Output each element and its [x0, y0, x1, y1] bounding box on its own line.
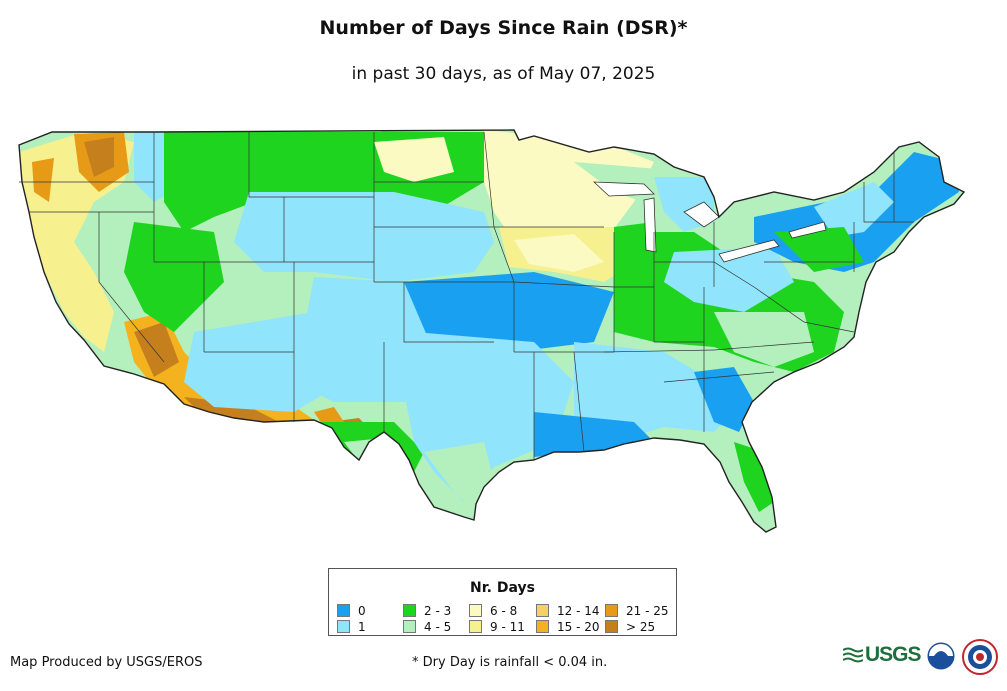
legend-label: 21 - 25	[626, 604, 669, 618]
legend-title: Nr. Days	[470, 580, 535, 596]
legend-item-3: 4 - 5	[403, 620, 451, 634]
legend-label: 4 - 5	[424, 620, 452, 634]
legend-item-8: 21 - 25	[605, 604, 669, 618]
legend-swatch	[403, 604, 416, 617]
legend-label: > 25	[626, 620, 656, 634]
legend-swatch	[469, 604, 482, 617]
legend-label: 0	[358, 604, 366, 618]
legend-label: 6 - 8	[490, 604, 518, 618]
legend-item-0: 0	[337, 604, 366, 618]
credit-text: Map Produced by USGS/EROS	[10, 655, 203, 670]
legend-swatch	[337, 620, 350, 633]
legend-item-5: 9 - 11	[469, 620, 525, 634]
nws-emblem-icon	[962, 639, 998, 675]
map-subtitle: in past 30 days, as of May 07, 2025	[351, 64, 656, 84]
usgs-wordmark: USGS	[865, 643, 922, 666]
legend-item-7: 15 - 20	[536, 620, 600, 634]
legend-item-9: > 25	[605, 620, 655, 634]
legend-item-1: 1	[337, 620, 366, 634]
legend-label: 15 - 20	[557, 620, 600, 634]
legend-item-4: 6 - 8	[469, 604, 517, 618]
legend-swatch	[469, 620, 482, 633]
legend-item-6: 12 - 14	[536, 604, 600, 618]
legend-swatch	[536, 604, 549, 617]
usgs-logo: USGS	[843, 643, 922, 669]
dsr-map	[18, 129, 966, 533]
legend-swatch	[536, 620, 549, 633]
legend-label: 12 - 14	[557, 604, 600, 618]
legend-swatch	[605, 620, 618, 633]
legend-label: 2 - 3	[424, 604, 452, 618]
legend-item-2: 2 - 3	[403, 604, 451, 618]
legend-label: 9 - 11	[490, 620, 525, 634]
noaa-emblem-icon	[926, 641, 956, 671]
legend: Nr. Days 0 1 2 - 3 4 - 5 6 - 8 9 - 11 12…	[328, 568, 677, 636]
legend-label: 1	[358, 620, 366, 634]
usgs-wave-icon	[843, 647, 863, 663]
footnote-text: * Dry Day is rainfall < 0.04 in.	[412, 655, 608, 670]
legend-swatch	[337, 604, 350, 617]
map-title: Number of Days Since Rain (DSR)*	[319, 17, 688, 39]
legend-swatch	[403, 620, 416, 633]
legend-swatch	[605, 604, 618, 617]
